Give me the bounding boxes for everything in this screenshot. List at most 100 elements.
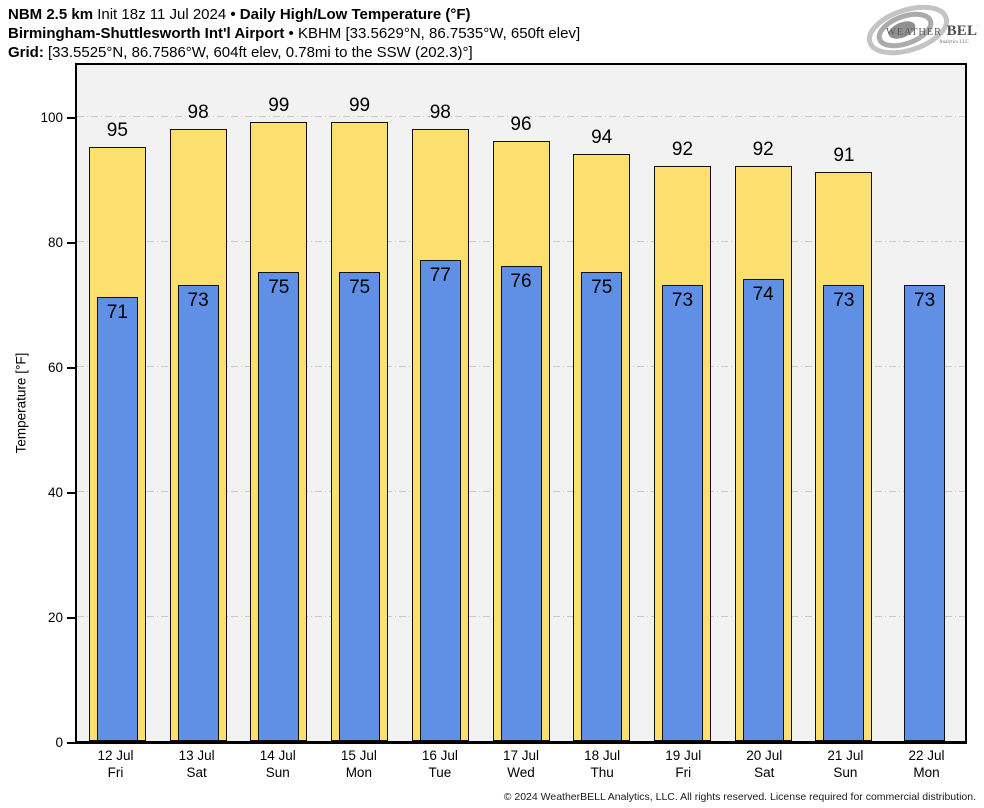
y-tick-label: 60 — [47, 360, 63, 375]
x-label-date: 16 Jul — [421, 748, 458, 763]
low-value-label: 76 — [510, 271, 532, 292]
station-details: KBHM [33.5629°N, 86.7535°W, 650ft elev] — [297, 25, 581, 42]
high-value-label: 98 — [187, 101, 209, 123]
low-bar — [742, 278, 784, 741]
low-value-label: 75 — [591, 277, 613, 299]
chart-title: Daily High/Low Temperature (°F) — [239, 6, 471, 23]
plot-area: 95 71 98 73 99 75 99 75 98 77 96 76 94 75 92 73 92 74 91 73… — [75, 63, 967, 744]
x-axis-label: 19 Jul Fri — [643, 747, 724, 781]
low-bar — [258, 272, 300, 741]
x-axis-label: 12 Jul Fri — [75, 747, 156, 781]
x-label-date: 12 Jul — [97, 748, 134, 763]
title-line-2: Birmingham-Shuttlesworth Int'l Airport •… — [8, 24, 580, 43]
x-label-day: Mon — [345, 765, 372, 780]
x-label-date: 13 Jul — [178, 748, 215, 763]
high-value-label: 99 — [348, 95, 371, 117]
x-label-day: Fri — [107, 765, 124, 780]
low-value-label: 73 — [671, 289, 694, 311]
low-value-label: 73 — [833, 289, 855, 311]
x-axis-label: 13 Jul Sat — [156, 747, 237, 781]
y-tick-label: 80 — [47, 235, 63, 250]
grid-label: Grid: — [8, 44, 44, 61]
y-tick-label: 100 — [40, 110, 63, 125]
x-label-day: Fri — [675, 765, 692, 780]
x-axis-label: 18 Jul Thu — [562, 747, 643, 781]
logo-subtext: Analytics LLC — [939, 40, 970, 45]
weatherbell-logo: WEATHER BELL Analytics LLC — [866, 4, 978, 56]
x-axis-label: 15 Jul Mon — [318, 747, 399, 781]
x-label-day: Sat — [186, 765, 207, 780]
low-bar — [661, 284, 703, 741]
title-line-3: Grid: [33.5525°N, 86.7586°W, 604ft elev,… — [8, 43, 580, 62]
station-name: Birmingham-Shuttlesworth Int'l Airport — [8, 25, 285, 42]
x-label-day: Wed — [507, 765, 535, 780]
x-axis-label: 16 Jul Tue — [399, 747, 480, 781]
hurricane-swirl-icon — [866, 4, 950, 56]
low-bar — [419, 259, 461, 741]
low-value-label: 71 — [106, 302, 128, 324]
logo-bell-text: BELL — [947, 23, 978, 39]
low-value-label: 74 — [752, 283, 774, 305]
high-value-label: 96 — [510, 114, 532, 135]
y-tick-mark — [67, 242, 75, 244]
high-value-label: 94 — [591, 126, 613, 148]
low-bar — [339, 272, 381, 741]
x-label-date: 20 Jul — [746, 748, 783, 763]
low-bar — [581, 272, 623, 741]
x-axis-label: 20 Jul Sat — [724, 747, 805, 781]
low-value-label: 73 — [914, 289, 936, 311]
x-axis-label: 22 Jul Mon — [886, 747, 967, 781]
high-value-label: 91 — [833, 145, 855, 167]
low-value-label: 73 — [187, 289, 209, 311]
high-value-label: 92 — [752, 139, 774, 160]
y-tick-mark — [67, 117, 75, 119]
init-time: Init 18z 11 Jul 2024 — [97, 6, 227, 23]
low-value-label: 75 — [348, 277, 371, 299]
x-axis-label: 21 Jul Sun — [805, 747, 886, 781]
y-tick-label: 40 — [47, 485, 63, 500]
high-value-label: 99 — [268, 95, 290, 117]
x-label-day: Tue — [428, 765, 452, 780]
y-tick-mark — [67, 367, 75, 369]
low-bar — [904, 284, 946, 741]
x-label-date: 22 Jul — [908, 748, 945, 763]
model-name: NBM 2.5 km — [8, 6, 94, 23]
x-label-date: 19 Jul — [665, 748, 702, 763]
x-label-date: 15 Jul — [340, 748, 377, 763]
x-label-day: Thu — [590, 765, 614, 780]
high-value-label: 98 — [429, 101, 451, 123]
chart-header: NBM 2.5 km Init 18z 11 Jul 2024 • Daily … — [8, 5, 580, 62]
x-label-date: 18 Jul — [584, 748, 621, 763]
svg-text:WEATHER BELL: WEATHER BELL — [886, 22, 978, 39]
y-tick-mark — [67, 617, 75, 619]
x-label-date: 17 Jul — [503, 748, 540, 763]
x-axis-labels: 12 Jul Fri 13 Jul Sat 14 Jul Sun 15 Jul Mon 16 J… — [75, 747, 967, 781]
low-bar — [500, 266, 542, 741]
x-axis-label: 17 Jul Wed — [480, 747, 561, 781]
gridline-100 — [77, 116, 965, 117]
y-tick-mark — [67, 742, 75, 744]
bullet-separator: • — [230, 6, 236, 23]
x-label-day: Sat — [754, 765, 775, 780]
low-value-label: 77 — [429, 264, 451, 286]
low-bar — [177, 284, 219, 741]
high-value-label: 95 — [106, 120, 128, 142]
x-label-day: Sun — [833, 765, 858, 780]
y-tick-label: 20 — [47, 610, 63, 625]
grid-details: [33.5525°N, 86.7586°W, 604ft elev, 0.78m… — [48, 44, 473, 61]
x-label-day: Sun — [265, 765, 290, 780]
low-bar — [823, 284, 865, 741]
title-line-1: NBM 2.5 km Init 18z 11 Jul 2024 • Daily … — [8, 5, 580, 24]
high-value-label: 92 — [671, 139, 694, 160]
bullet-separator: • — [288, 25, 294, 42]
y-tick-mark — [67, 492, 75, 494]
y-tick-label: 0 — [55, 735, 63, 750]
x-label-date: 21 Jul — [827, 748, 864, 763]
low-bar — [96, 297, 138, 741]
logo-weather-text: WEATHER — [886, 27, 942, 38]
low-value-label: 75 — [268, 277, 290, 299]
x-label-date: 14 Jul — [259, 748, 296, 763]
x-label-day: Mon — [913, 765, 940, 780]
x-axis-label: 14 Jul Sun — [237, 747, 318, 781]
